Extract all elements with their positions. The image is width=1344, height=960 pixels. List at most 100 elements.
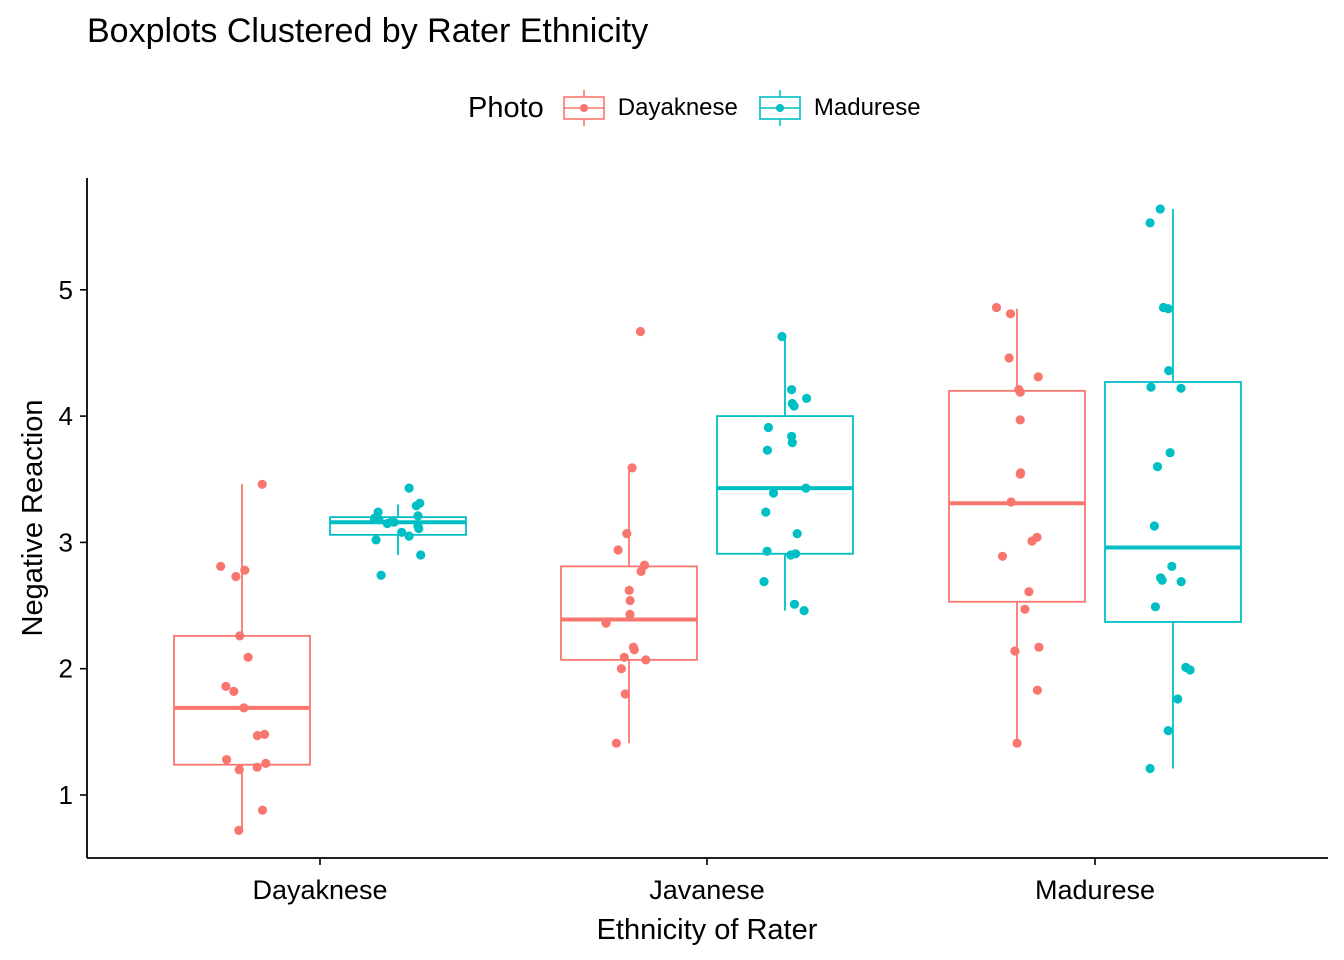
- y-tick-label-5: 5: [59, 275, 73, 305]
- point-madurese-dayaknese-13: [404, 531, 414, 541]
- point-madurese-madurese-17: [1173, 694, 1183, 704]
- point-madurese-dayaknese-12: [397, 527, 407, 537]
- point-dayaknese-dayaknese-3: [231, 571, 241, 582]
- point-madurese-madurese-3: [1163, 304, 1173, 314]
- y-tick-label-1: 1: [59, 780, 73, 810]
- point-dayaknese-javanese-5: [636, 566, 646, 577]
- box-iqr: [173, 634, 311, 766]
- point-dayaknese-javanese-1: [627, 463, 637, 473]
- point-dayaknese-dayaknese-5: [243, 652, 253, 662]
- box-dayaknese-photo-dayaknese-rater: [173, 484, 311, 831]
- box-iqr: [716, 415, 854, 555]
- y-axis-title: Negative Reaction: [17, 400, 49, 637]
- x-tick-label-madurese: Madurese: [1035, 875, 1155, 905]
- point-madurese-madurese-12: [1157, 575, 1167, 585]
- chart-title: Boxplots Clustered by Rater Ethnicity: [87, 12, 649, 50]
- point-dayaknese-dayaknese-14: [234, 765, 244, 775]
- point-dayaknese-dayaknese-0: [257, 479, 267, 489]
- point-madurese-dayaknese-14: [371, 535, 381, 545]
- point-dayaknese-dayaknese-13: [252, 762, 262, 772]
- y-tick-label-2: 2: [59, 654, 73, 684]
- legend-key-madurese: [759, 90, 801, 126]
- point-madurese-madurese-4: [1164, 366, 1174, 376]
- point-dayaknese-javanese-7: [625, 595, 635, 606]
- point-dayaknese-dayaknese-11: [222, 755, 232, 765]
- legend-key-dayaknese: [562, 90, 605, 126]
- point-dayaknese-javanese-11: [629, 645, 639, 655]
- box-iqr: [560, 565, 698, 661]
- point-dayaknese-dayaknese-8: [239, 703, 249, 713]
- point-madurese-madurese-9: [1149, 521, 1159, 531]
- point-madurese-dayaknese-6: [374, 515, 384, 525]
- point-madurese-javanese-1: [787, 385, 797, 395]
- point-dayaknese-dayaknese-4: [235, 631, 245, 641]
- point-madurese-madurese-18: [1163, 726, 1173, 736]
- point-dayaknese-javanese-6: [624, 585, 634, 596]
- point-madurese-dayaknese-0: [404, 483, 414, 493]
- boxes: [173, 208, 1242, 831]
- point-madurese-dayaknese-11: [414, 523, 424, 534]
- point-madurese-javanese-9: [801, 483, 811, 493]
- point-dayaknese-madurese-9: [1006, 497, 1016, 507]
- point-dayaknese-dayaknese-16: [234, 825, 244, 836]
- legend: Photo Dayaknese Madurese: [468, 88, 941, 128]
- point-madurese-javanese-5: [763, 422, 774, 433]
- point-madurese-dayaknese-16: [376, 570, 386, 580]
- point-madurese-dayaknese-2: [411, 501, 421, 511]
- point-madurese-madurese-8: [1152, 462, 1163, 472]
- point-dayaknese-dayaknese-9: [260, 729, 270, 740]
- x-axis-title: Ethnicity of Rater: [597, 914, 818, 946]
- point-madurese-javanese-8: [762, 445, 773, 455]
- point-dayaknese-dayaknese-15: [257, 805, 268, 815]
- point-dayaknese-javanese-9: [601, 618, 611, 628]
- point-dayaknese-dayaknese-6: [221, 681, 231, 692]
- point-madurese-madurese-19: [1145, 763, 1155, 774]
- point-madurese-javanese-10: [768, 488, 779, 498]
- point-madurese-madurese-5: [1146, 382, 1156, 392]
- point-dayaknese-madurese-5: [1015, 387, 1025, 397]
- point-madurese-madurese-7: [1165, 448, 1175, 458]
- point-dayaknese-madurese-8: [1015, 469, 1025, 479]
- point-dayaknese-javanese-12: [619, 652, 629, 662]
- point-dayaknese-madurese-0: [991, 302, 1002, 313]
- box-madurese-photo-javanese-rater: [716, 337, 854, 611]
- legend-label-dayaknese: Dayaknese: [617, 94, 738, 121]
- point-dayaknese-madurese-16: [1010, 646, 1020, 656]
- point-madurese-javanese-7: [787, 438, 797, 448]
- point-madurese-javanese-15: [786, 550, 796, 560]
- point-madurese-dayaknese-4: [413, 511, 423, 521]
- jitter-points: [216, 204, 1195, 836]
- point-madurese-javanese-12: [792, 529, 802, 539]
- legend-item-dayaknese: Dayaknese: [562, 88, 738, 128]
- point-madurese-dayaknese-8: [389, 517, 399, 527]
- point-dayaknese-javanese-2: [622, 529, 632, 539]
- point-madurese-madurese-16: [1185, 665, 1195, 675]
- point-dayaknese-madurese-6: [1015, 415, 1025, 425]
- point-dayaknese-javanese-0: [635, 326, 646, 337]
- box-madurese-photo-madurese-rater: [1104, 208, 1242, 769]
- point-dayaknese-javanese-16: [611, 738, 622, 748]
- point-madurese-javanese-4: [789, 401, 799, 411]
- axes: 1 2 3 4 5 Dayaknese Javanese Madurese: [59, 178, 1328, 905]
- point-madurese-javanese-18: [799, 606, 809, 616]
- point-madurese-javanese-0: [777, 331, 787, 342]
- legend-label-madurese: Madurese: [813, 94, 921, 121]
- point-dayaknese-madurese-15: [1034, 642, 1044, 652]
- point-madurese-dayaknese-9: [382, 518, 392, 529]
- point-dayaknese-madurese-18: [1012, 738, 1022, 748]
- point-dayaknese-madurese-13: [1024, 587, 1034, 597]
- point-madurese-madurese-0: [1155, 204, 1165, 214]
- point-madurese-madurese-13: [1176, 577, 1186, 587]
- legend-title: Photo: [468, 91, 544, 124]
- point-madurese-madurese-6: [1176, 383, 1186, 393]
- x-tick-label-javanese: Javanese: [649, 875, 765, 905]
- point-dayaknese-madurese-11: [1027, 536, 1037, 546]
- point-madurese-madurese-10: [1167, 561, 1177, 572]
- point-dayaknese-madurese-17: [1032, 685, 1042, 695]
- point-madurese-madurese-1: [1145, 218, 1155, 228]
- point-dayaknese-dayaknese-12: [261, 758, 271, 769]
- point-dayaknese-javanese-13: [641, 655, 651, 665]
- point-dayaknese-dayaknese-7: [229, 686, 239, 697]
- point-madurese-javanese-17: [789, 599, 800, 609]
- point-madurese-javanese-11: [761, 507, 771, 517]
